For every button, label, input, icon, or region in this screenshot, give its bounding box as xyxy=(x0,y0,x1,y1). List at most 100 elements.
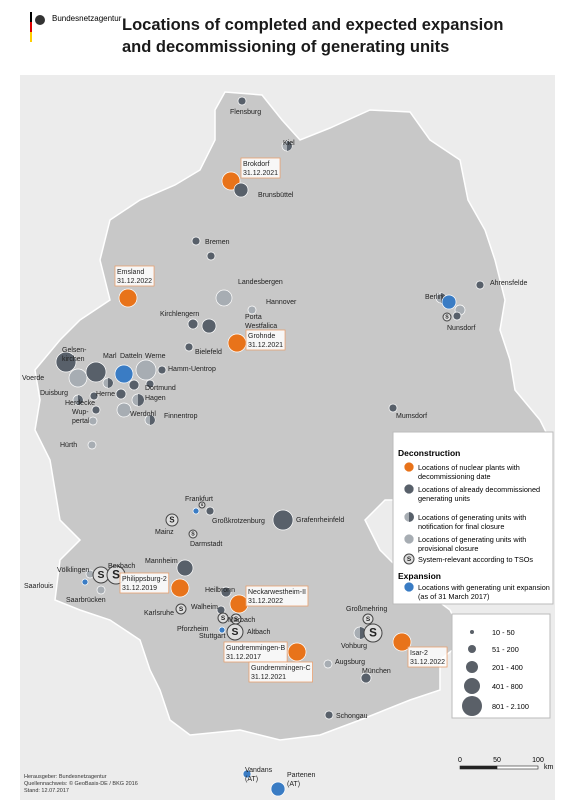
place-label: Berlin xyxy=(425,294,443,301)
system-marker xyxy=(198,501,206,509)
scale-segment xyxy=(496,765,539,770)
place-name: Marl xyxy=(103,353,117,360)
place-name: Walheim xyxy=(191,604,218,611)
place-name: Mainz xyxy=(155,529,174,536)
place-label: Werne xyxy=(145,353,166,360)
place-name: Flensburg xyxy=(230,109,261,116)
place-label: Brokdorf 31.12.2021 xyxy=(240,157,281,179)
site-marker xyxy=(227,333,247,353)
place-name: Saarbrücken xyxy=(66,597,106,604)
site-marker xyxy=(215,289,233,307)
place-label: Frankfurt xyxy=(185,496,213,503)
place-label: Brunsbüttel xyxy=(258,192,294,199)
place-label: Ahrensfelde xyxy=(490,280,527,287)
legend-line: provisional closure xyxy=(418,544,478,553)
system-symbol: S xyxy=(191,532,195,538)
place-label: Vandans (AT) xyxy=(245,767,273,783)
place-label: Marbach xyxy=(228,617,255,624)
place-name: Hürth xyxy=(60,442,77,449)
size-swatch xyxy=(462,696,482,716)
system-marker xyxy=(363,623,383,643)
legend-text: Locations of generating units with provis… xyxy=(418,535,526,553)
size-swatch xyxy=(468,645,476,653)
site-marker xyxy=(452,311,462,321)
site-marker xyxy=(229,594,249,614)
place-label: Mainz xyxy=(155,529,174,536)
place-name: Datteln xyxy=(120,353,142,360)
place-name: Bremen xyxy=(205,239,230,246)
place-name: Philippsburg-2 xyxy=(122,576,167,583)
system-symbol: S xyxy=(179,606,184,613)
legend: Deconstruction Locations of nuclear plant… xyxy=(392,431,554,605)
place-label: München xyxy=(362,668,391,675)
place-name: Gundremmingen-B xyxy=(226,645,285,652)
place-name: Stuttgart xyxy=(199,633,226,640)
place-name: Emsland xyxy=(117,269,144,276)
place-label: Partenen (AT) xyxy=(287,772,316,788)
site-marker xyxy=(89,391,99,401)
place-label: Hagen xyxy=(145,395,166,402)
place-label: Mannheim xyxy=(145,558,178,565)
site-marker xyxy=(233,182,249,198)
flag-black xyxy=(30,12,32,22)
legend-heading: Deconstruction xyxy=(398,448,460,458)
site-marker xyxy=(403,533,415,545)
place-label: Gundremmingen-C 31.12.2021 xyxy=(248,661,313,683)
legend-text: Locations with generating unit expansion… xyxy=(418,583,550,601)
place-label: Grafenrheinfeld xyxy=(296,517,344,524)
title-line: and decommissioning of generating units xyxy=(122,38,449,56)
site-marker xyxy=(392,632,412,652)
site-marker xyxy=(272,509,294,531)
system-symbol: S xyxy=(407,556,412,563)
closure-half xyxy=(409,512,414,522)
place-name: Landesbergen xyxy=(238,279,283,286)
place-label: Vohburg xyxy=(341,643,367,650)
place-name: Karlsruhe xyxy=(144,610,174,617)
place-name: Berlin xyxy=(425,294,443,301)
site-marker xyxy=(176,559,194,577)
place-label: Datteln xyxy=(120,353,142,360)
place-label: Darmstadt xyxy=(190,541,222,548)
place-name: Bielefeld xyxy=(195,349,222,356)
legend-line: Locations of generating units with xyxy=(418,535,526,544)
site-marker xyxy=(116,402,132,418)
place-label: Gelsen-kirchen xyxy=(62,347,87,363)
place-name: Brunsbüttel xyxy=(258,192,294,199)
site-marker xyxy=(218,626,226,634)
site-marker xyxy=(191,236,201,246)
place-name: Hagen xyxy=(145,395,166,402)
size-swatch xyxy=(470,630,474,634)
place-name: 31.12.2021 xyxy=(243,170,278,177)
site-marker xyxy=(96,585,106,595)
place-name: 31.12.2021 xyxy=(251,674,286,681)
place-label: Voerde xyxy=(22,375,44,382)
header-band xyxy=(0,0,575,75)
place-label: Porta Westfalica xyxy=(245,314,277,330)
site-marker xyxy=(88,416,98,426)
legend-box xyxy=(392,431,554,605)
place-name: Schongau xyxy=(336,713,368,720)
site-marker xyxy=(184,342,194,352)
closure-half xyxy=(108,378,113,388)
logo: Bundesnetzagentur xyxy=(30,12,122,42)
place-label: Saarlouis xyxy=(24,583,54,590)
closure-half xyxy=(78,395,83,405)
site-marker xyxy=(323,659,333,669)
place-name: Wup- xyxy=(72,409,89,416)
site-marker xyxy=(403,581,415,593)
site-marker xyxy=(360,672,372,684)
closure-half xyxy=(138,394,144,406)
place-label: Bielefeld xyxy=(195,349,222,356)
place-name: Duisburg xyxy=(40,390,68,397)
place-label: Hannover xyxy=(266,299,297,306)
place-name: Neckarwestheim-II xyxy=(248,589,306,596)
system-marker xyxy=(165,513,179,527)
place-name: pertal xyxy=(72,418,90,425)
site-marker xyxy=(403,461,415,473)
place-label: Flensburg xyxy=(230,109,261,116)
legend-line: Locations with generating unit expansion xyxy=(418,583,550,592)
date-box xyxy=(248,661,313,683)
place-name: Grohnde xyxy=(248,333,275,340)
site-marker xyxy=(55,351,77,373)
site-marker xyxy=(118,288,138,308)
